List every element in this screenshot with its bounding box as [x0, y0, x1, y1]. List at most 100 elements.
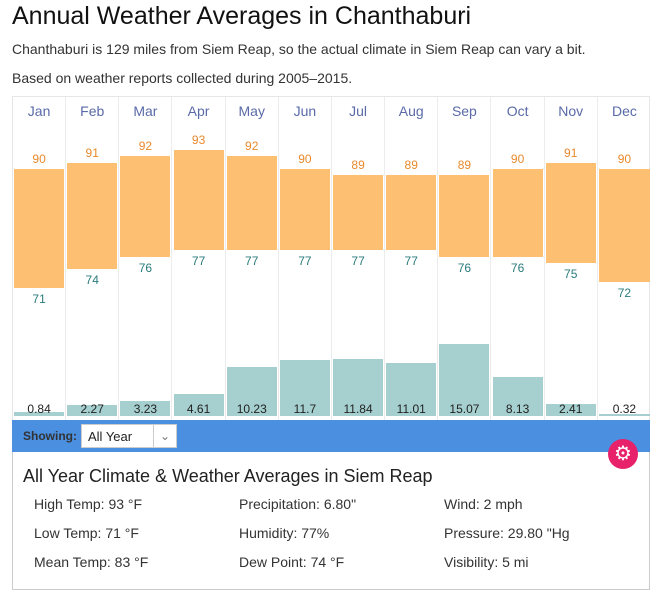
summary-stat: Pressure: 29.80 "Hg: [444, 525, 570, 541]
precip-label: 11.84: [343, 402, 373, 416]
low-temp-label: 76: [510, 260, 525, 275]
month-column: Jul 89 77 11.84: [332, 97, 386, 421]
high-temp-label: 91: [564, 145, 578, 160]
month-column: Mar 92 76 3.23: [119, 97, 173, 421]
precip-bar: [333, 359, 384, 416]
month-label: May: [238, 103, 265, 119]
temp-range-bar: [439, 175, 490, 257]
month-label: Sep: [451, 103, 477, 119]
precip-label: 15.07: [449, 402, 480, 416]
temp-range-bar: [598, 169, 650, 282]
temp-range-bar: [67, 162, 118, 270]
precip-bar: [67, 405, 118, 416]
month-label: Feb: [80, 103, 105, 119]
low-temp-label: 76: [457, 260, 472, 275]
high-temp-label: 90: [617, 152, 632, 166]
summary-stat: Visibility: 5 mi: [444, 554, 529, 570]
low-temp-label: 77: [404, 254, 418, 269]
precip-label: 10.23: [236, 402, 267, 416]
temp-range-bar: [545, 162, 596, 263]
showing-label: Showing:: [23, 429, 77, 443]
precip-bar: [492, 377, 543, 416]
summary-title: All Year Climate & Weather Averages in S…: [23, 466, 433, 486]
temp-range-bar: [120, 156, 171, 257]
precip-bar: [439, 343, 490, 416]
low-temp-label: 71: [32, 291, 46, 306]
page-title: Annual Weather Averages in Chanthaburi: [12, 2, 472, 30]
low-temp-label: 74: [85, 273, 99, 288]
temp-range-bar: [279, 169, 330, 251]
month-label: Aug: [398, 103, 424, 119]
temp-range-bar: [14, 169, 65, 288]
precip-bar: [173, 393, 224, 416]
precip-label: 0.84: [27, 402, 51, 416]
low-temp-label: 77: [351, 254, 365, 269]
high-temp-label: 93: [191, 133, 206, 148]
low-temp-label: 72: [617, 285, 632, 300]
summary-stat: Wind: 2 mph: [444, 496, 523, 512]
temp-range-bar: [492, 169, 543, 257]
precip-bar: [120, 400, 171, 416]
month-column: Feb 91 74 2.27: [66, 97, 120, 421]
summary-panel: All Year Climate & Weather Averages in S…: [12, 452, 650, 590]
chevron-down-icon: ⌄: [153, 425, 176, 447]
temp-range-bar: [226, 156, 277, 251]
low-temp-label: 77: [298, 254, 312, 269]
high-temp-label: 92: [138, 139, 153, 154]
month-column: May 92 77 10.23: [226, 97, 279, 421]
summary-stat: Humidity: 77%: [239, 525, 330, 541]
high-temp-label: 89: [404, 158, 418, 173]
precip-label: 11.01: [396, 402, 426, 416]
period-value: All Year: [88, 429, 133, 444]
month-label: Jan: [27, 103, 51, 119]
month-label: Mar: [133, 103, 158, 119]
subtitle: Chanthaburi is 129 miles from Siem Reap,…: [12, 41, 586, 57]
low-temp-label: 76: [138, 260, 153, 275]
temp-range-bar: [386, 175, 437, 251]
period-select[interactable]: All Year ⌄: [81, 424, 177, 448]
summary-stat: Mean Temp: 83 °F: [34, 554, 149, 570]
precip-label: 3.23: [133, 402, 158, 416]
source-note: Based on weather reports collected durin…: [12, 70, 353, 86]
summary-stat: Low Temp: 71 °F: [34, 525, 139, 541]
precip-bar: [226, 367, 277, 416]
precip-label: 0.32: [612, 402, 637, 416]
precip-label: 2.41: [559, 402, 583, 416]
month-column: Jan 90 71 0.84: [13, 97, 67, 421]
month-label: Jun: [293, 103, 317, 119]
temp-range-bar: [173, 150, 224, 251]
high-temp-label: 89: [351, 158, 365, 173]
climate-chart: Jan 90 71 0.84 Feb 91 74 2.27 Mar 92 76 3.23 Apr 93 77…: [12, 96, 651, 421]
precip-label: 8.13: [505, 402, 530, 416]
precip-label: 2.27: [80, 402, 104, 416]
summary-stat: Dew Point: 74 °F: [239, 554, 345, 570]
precip-label: 4.61: [186, 402, 211, 416]
summary-stat: Precipitation: 6.80": [239, 496, 357, 512]
low-temp-label: 77: [191, 254, 206, 269]
high-temp-label: 89: [457, 158, 472, 173]
high-temp-label: 90: [510, 152, 525, 166]
low-temp-label: 77: [245, 254, 259, 269]
high-temp-label: 91: [85, 145, 99, 160]
month-column: Nov 91 75 2.41: [545, 97, 598, 421]
precip-bar: [14, 411, 65, 416]
low-temp-label: 75: [564, 266, 578, 281]
month-column: Oct 90 76 8.13: [492, 97, 545, 421]
month-label: Apr: [187, 103, 210, 119]
summary-stat: High Temp: 93 °F: [34, 496, 143, 512]
high-temp-label: 92: [245, 139, 259, 154]
high-temp-label: 90: [32, 152, 46, 166]
precip-bar: [386, 363, 437, 416]
precip-bar: [545, 404, 596, 416]
month-label: Jul: [349, 103, 368, 119]
month-column: Aug 89 77 11.01: [385, 97, 439, 421]
month-column: Dec 90 72 0.32: [598, 97, 651, 421]
month-label: Oct: [506, 103, 529, 119]
precip-label: 11.7: [293, 402, 317, 416]
precip-bar: [279, 360, 330, 416]
precip-bar: [598, 414, 650, 416]
month-label: Dec: [611, 103, 637, 119]
high-temp-label: 90: [298, 152, 312, 166]
month-label: Nov: [558, 103, 584, 119]
gear-icon[interactable]: ⚙: [608, 439, 638, 469]
